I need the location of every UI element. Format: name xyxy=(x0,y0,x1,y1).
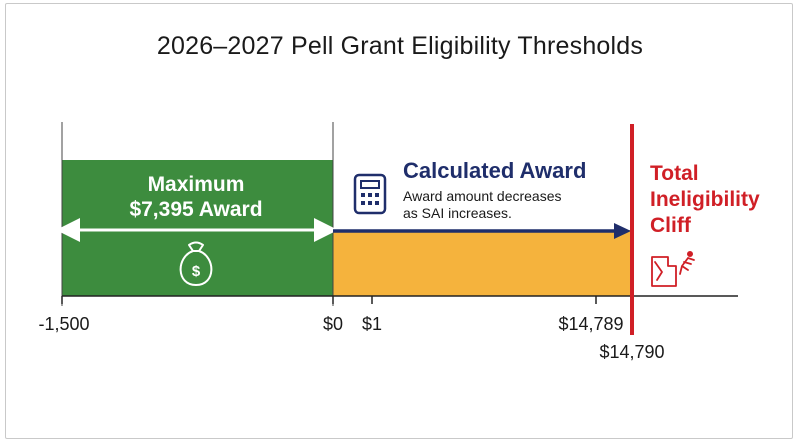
tick-label-14789: $14,789 xyxy=(558,314,623,334)
tick-label-neg1500: -1,500 xyxy=(38,314,89,334)
calculator-icon xyxy=(353,173,387,215)
calculated-award-heading: Calculated Award xyxy=(403,158,586,183)
falling-person-icon xyxy=(651,251,695,287)
diagram-title: 2026–2027 Pell Grant Eligibility Thresho… xyxy=(156,32,644,60)
max-award-line2: $7,395 Award xyxy=(129,198,262,221)
cliff-label-line2: Ineligibility xyxy=(650,188,760,211)
calculated-award-zone xyxy=(333,230,632,296)
calculated-award-desc-line2: as SAI increases. xyxy=(403,205,512,221)
money-bag-icon: $ xyxy=(179,241,213,286)
tick-label-one: $1 xyxy=(362,314,382,334)
max-award-line1: Maximum xyxy=(148,173,245,196)
tick-label-zero: $0 xyxy=(323,314,343,334)
cliff-label-line1: Total xyxy=(650,162,699,185)
calculated-award-arrowhead xyxy=(614,223,631,239)
svg-text:$: $ xyxy=(192,263,201,280)
cliff-value-label: $14,790 xyxy=(599,342,664,362)
calculated-award-desc-line1: Award amount decreases xyxy=(403,188,562,204)
cliff-label-line3: Cliff xyxy=(650,214,692,237)
